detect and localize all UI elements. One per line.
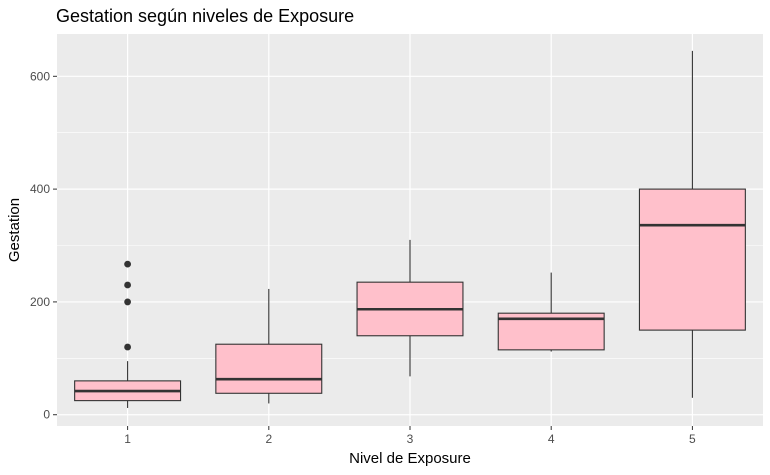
box-category-1 bbox=[74, 260, 182, 408]
box bbox=[215, 343, 323, 394]
y-tick-label: 600 bbox=[30, 69, 50, 83]
box-category-3 bbox=[356, 239, 464, 377]
box-category-5 bbox=[638, 50, 746, 398]
outlier-point bbox=[124, 343, 131, 351]
box-category-2 bbox=[215, 288, 323, 404]
outlier-point bbox=[124, 281, 131, 289]
y-tick-label: 400 bbox=[30, 182, 50, 196]
y-tick-label: 200 bbox=[30, 295, 50, 309]
x-tick-label: 2 bbox=[265, 432, 272, 446]
box bbox=[638, 188, 746, 331]
x-tick-label: 4 bbox=[548, 432, 555, 446]
outlier-point bbox=[124, 298, 131, 306]
box-category-4 bbox=[497, 272, 605, 352]
x-axis-title: Nivel de Exposure bbox=[349, 450, 471, 467]
outlier-point bbox=[124, 260, 131, 268]
x-tick-label: 3 bbox=[407, 432, 414, 446]
chart-title: Gestation según niveles de Exposure bbox=[56, 6, 354, 26]
y-axis-title: Gestation bbox=[6, 198, 23, 262]
x-axis: 1 2 3 4 5 bbox=[124, 426, 696, 446]
y-tick-label: 0 bbox=[43, 408, 50, 422]
boxplots bbox=[74, 50, 746, 408]
y-axis: 0 200 400 600 bbox=[30, 69, 57, 422]
x-tick-label: 5 bbox=[689, 432, 696, 446]
x-tick-label: 1 bbox=[124, 432, 131, 446]
